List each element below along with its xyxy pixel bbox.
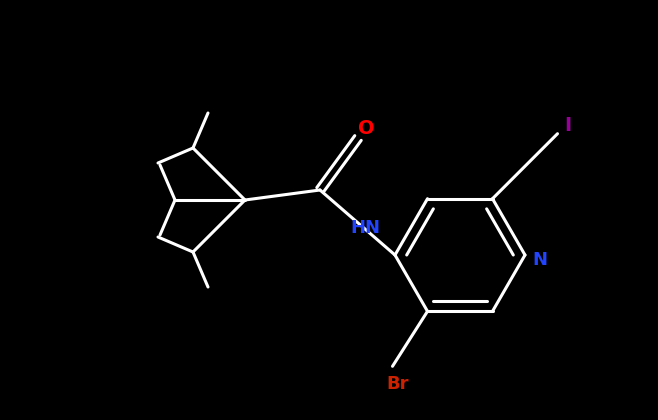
Text: N: N [532,251,547,269]
Text: I: I [564,116,571,135]
Text: HN: HN [351,218,380,236]
Text: O: O [358,118,374,137]
Text: Br: Br [386,375,409,393]
